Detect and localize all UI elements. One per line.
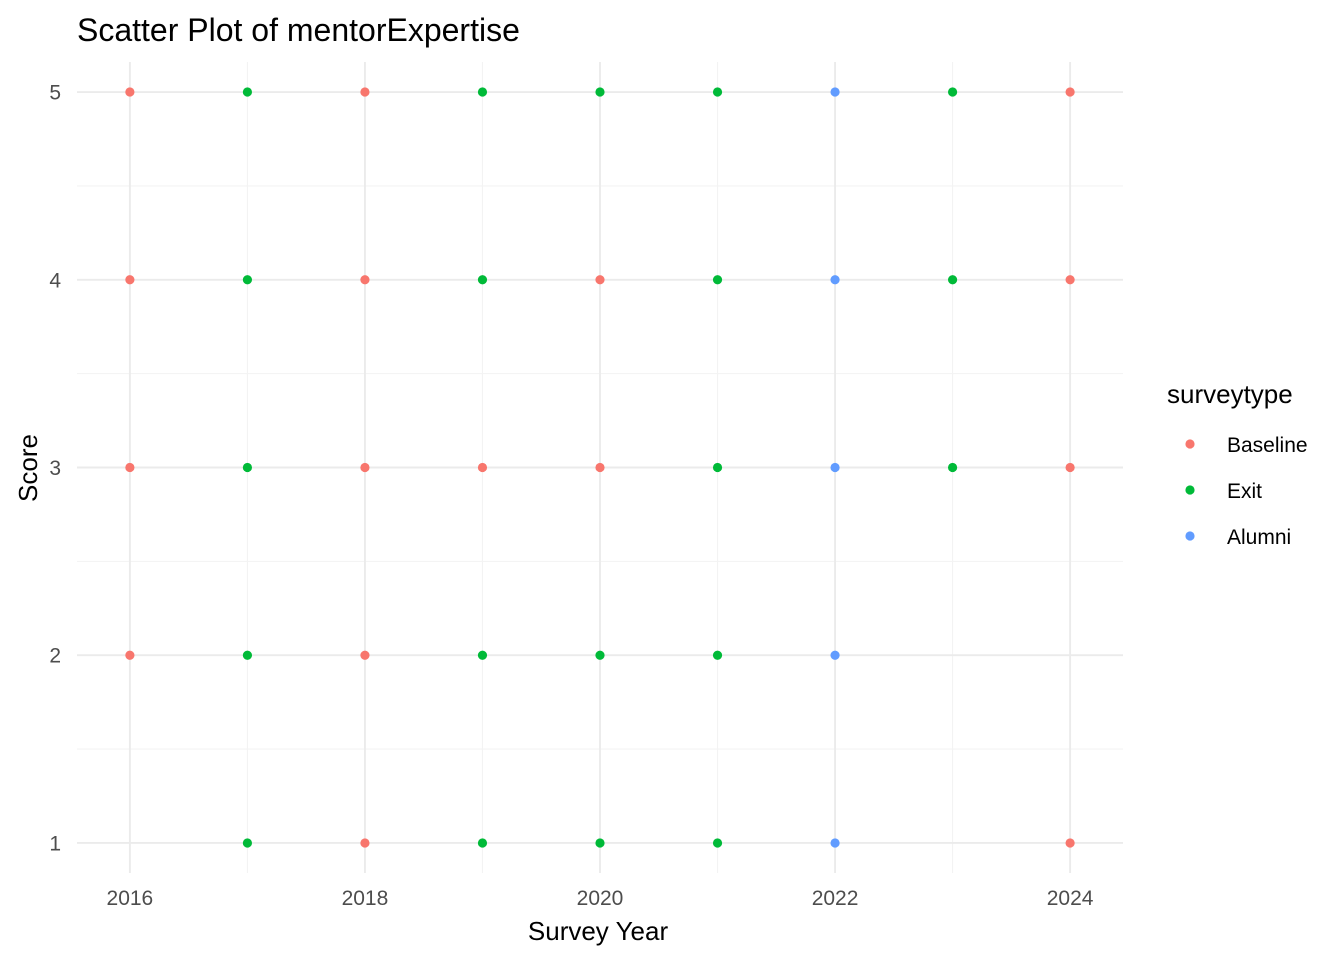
data-point-baseline xyxy=(595,462,605,473)
data-point-exit xyxy=(595,650,605,660)
y-axis-title: Score xyxy=(13,434,43,502)
data-point-baseline xyxy=(360,838,370,848)
data-point-exit xyxy=(947,462,958,473)
data-point-exit xyxy=(242,275,253,285)
data-point-baseline xyxy=(125,87,135,97)
data-point-baseline xyxy=(1065,87,1075,97)
data-point-alumni xyxy=(830,838,840,848)
legend-key-alumni xyxy=(1185,531,1195,541)
data-point-baseline xyxy=(1065,838,1075,848)
axis-ticks: 2016 2018 2020 2022 2024 1 2 3 4 5 xyxy=(49,82,1093,910)
x-tick-label: 2016 xyxy=(107,887,154,910)
y-tick-label: 5 xyxy=(49,82,61,105)
y-tick-label: 2 xyxy=(49,645,61,668)
data-point-alumni xyxy=(830,275,840,285)
data-point-baseline xyxy=(125,462,135,473)
data-point-exit xyxy=(242,87,253,97)
data-point-exit xyxy=(947,87,958,97)
data-point-exit xyxy=(947,275,958,285)
data-point-baseline xyxy=(125,275,135,285)
y-tick-label: 1 xyxy=(49,832,61,855)
data-point-alumni xyxy=(830,650,840,660)
legend-label-alumni: Alumni xyxy=(1227,526,1291,549)
x-tick-label: 2024 xyxy=(1047,887,1094,910)
data-point-exit xyxy=(242,462,253,473)
legend-title: surveytype xyxy=(1167,379,1293,409)
data-point-exit xyxy=(595,87,605,97)
legend-label-exit: Exit xyxy=(1227,480,1262,503)
data-point-baseline xyxy=(360,275,370,285)
data-point-alumni xyxy=(830,462,840,473)
data-point-baseline xyxy=(360,462,370,473)
data-point-baseline xyxy=(1065,462,1075,473)
legend-label-baseline: Baseline xyxy=(1227,434,1308,457)
x-tick-label: 2020 xyxy=(577,887,624,910)
data-point-exit xyxy=(712,275,723,285)
data-point-exit xyxy=(477,650,488,660)
data-point-exit xyxy=(712,462,723,473)
data-point-baseline xyxy=(125,650,135,660)
data-point-exit xyxy=(477,87,488,97)
x-tick-label: 2022 xyxy=(812,887,859,910)
data-point-baseline xyxy=(477,462,488,473)
data-point-baseline xyxy=(360,87,370,97)
legend: surveytype Baseline Exit Alumni xyxy=(1167,379,1308,549)
chart-title: Scatter Plot of mentorExpertise xyxy=(77,12,520,48)
data-point-baseline xyxy=(1065,275,1075,285)
data-point-exit xyxy=(477,838,488,848)
x-tick-label: 2018 xyxy=(342,887,389,910)
data-point-baseline xyxy=(595,275,605,285)
data-point-exit xyxy=(595,838,605,848)
y-tick-label: 4 xyxy=(49,269,61,292)
data-point-exit xyxy=(242,838,253,848)
y-tick-label: 3 xyxy=(49,457,61,480)
data-point-exit xyxy=(477,275,488,285)
data-point-exit xyxy=(712,87,723,97)
data-point-exit xyxy=(712,650,723,660)
data-points xyxy=(125,87,1075,848)
x-axis-title: Survey Year xyxy=(528,916,669,946)
data-point-baseline xyxy=(360,650,370,660)
data-point-alumni xyxy=(830,87,840,97)
data-point-exit xyxy=(242,650,253,660)
legend-key-exit xyxy=(1185,485,1195,495)
data-point-exit xyxy=(712,838,723,848)
legend-key-baseline xyxy=(1185,439,1195,449)
